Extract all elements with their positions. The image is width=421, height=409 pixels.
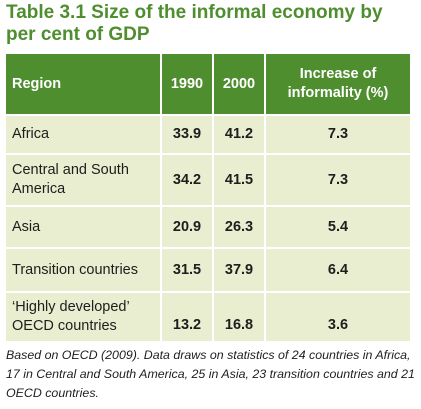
header-row: Region 1990 2000 Increase of informality… (6, 54, 410, 115)
cell-2000: 37.9 (213, 247, 266, 292)
cell-1990: 13.2 (161, 291, 214, 341)
source-note: Based on OECD (2009). Data draws on stat… (6, 348, 415, 400)
cell-increase: 5.4 (265, 205, 410, 248)
header-increase: Increase of informality (%) (265, 54, 410, 115)
cell-region: Transition countries (6, 247, 162, 292)
cell-region: Africa (6, 114, 162, 154)
cell-2000: 16.8 (213, 291, 266, 341)
header-1990: 1990 (161, 54, 214, 115)
cell-1990: 33.9 (161, 114, 214, 154)
cell-increase: 7.3 (265, 153, 410, 206)
header-region: Region (6, 54, 162, 115)
cell-increase: 6.4 (265, 247, 410, 292)
cell-2000: 41.5 (213, 153, 266, 206)
cell-2000: 41.2 (213, 114, 266, 154)
cell-1990: 34.2 (161, 153, 214, 206)
cell-increase: 3.6 (265, 291, 410, 341)
cell-region: Asia (6, 205, 162, 248)
header-2000: 2000 (213, 54, 266, 115)
table-row: Central and South America 34.2 41.5 7.3 (6, 153, 410, 206)
cell-increase: 7.3 (265, 114, 410, 154)
table-row: Africa 33.9 41.2 7.3 (6, 114, 410, 154)
cell-1990: 20.9 (161, 205, 214, 248)
table-title: Table 3.1 Size of the informal economy b… (6, 2, 383, 45)
table-row: ‘Highly developed’ OECD countries 13.2 1… (6, 291, 410, 341)
cell-region: ‘Highly developed’ OECD countries (6, 291, 162, 341)
cell-2000: 26.3 (213, 205, 266, 248)
informal-economy-table: Region 1990 2000 Increase of informality… (6, 54, 410, 341)
cell-1990: 31.5 (161, 247, 214, 292)
cell-region: Central and South America (6, 153, 162, 206)
table-row: Asia 20.9 26.3 5.4 (6, 205, 410, 248)
table-row: Transition countries 31.5 37.9 6.4 (6, 247, 410, 292)
